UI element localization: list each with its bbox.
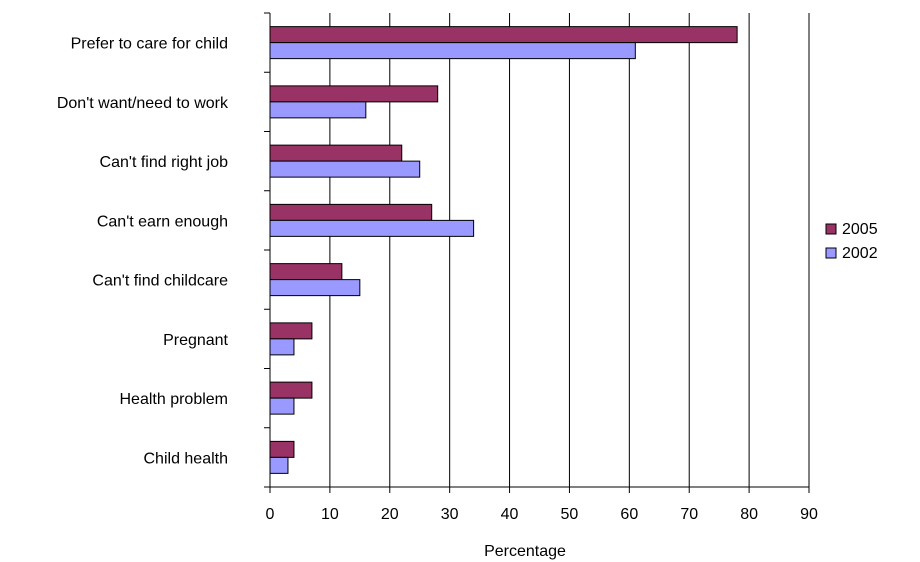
legend-swatch	[825, 247, 837, 259]
category-label: Pregnant	[163, 332, 228, 349]
category-label: Health problem	[120, 391, 229, 408]
category-labels: Prefer to care for child Don't want/need …	[57, 36, 229, 468]
bar-2005	[269, 381, 313, 399]
category-label: Can't find right job	[100, 154, 229, 171]
bar-2005	[269, 322, 313, 340]
category-label: Can't find childcare	[92, 273, 228, 290]
x-tick-label: 20	[381, 506, 399, 523]
legend-label: 2002	[842, 245, 878, 262]
bar-2002	[269, 160, 421, 178]
x-tick-label: 70	[680, 506, 698, 523]
x-tick-label: 50	[561, 506, 579, 523]
x-tick-labels: 0 10 20 30 40 50 60 70 80 90	[266, 506, 818, 523]
x-tick-label: 80	[740, 506, 758, 523]
x-tick-label: 90	[800, 506, 818, 523]
x-tick-label: 0	[266, 506, 275, 523]
x-axis-title: Percentage	[484, 543, 566, 560]
category-label: Prefer to care for child	[71, 36, 228, 53]
category-label: Can't earn enough	[97, 213, 228, 230]
legend: 2005 2002	[825, 221, 878, 262]
x-tick-label: 10	[321, 506, 339, 523]
category-label: Child health	[144, 450, 229, 467]
legend-swatch	[825, 223, 837, 235]
gridlines	[264, 12, 810, 493]
bar-2002	[269, 279, 361, 297]
bar-2005	[269, 263, 343, 281]
bar-2002	[269, 338, 295, 356]
category-label: Don't want/need to work	[57, 95, 229, 112]
bar-2002	[269, 101, 367, 119]
bar-2002	[269, 397, 295, 415]
x-tick-label: 60	[620, 506, 638, 523]
bar-2005	[269, 26, 738, 44]
x-tick-label: 30	[441, 506, 459, 523]
axes	[269, 13, 809, 488]
bar-2005	[269, 203, 433, 221]
bar-2005	[269, 440, 295, 458]
bar-2002	[269, 219, 475, 237]
x-tick-label: 40	[501, 506, 519, 523]
bar-2002	[269, 456, 289, 474]
legend-label: 2005	[842, 221, 878, 238]
bar-2005	[269, 85, 439, 103]
bar-2002	[269, 42, 636, 60]
bars	[269, 26, 738, 474]
bar-2005	[269, 144, 403, 162]
